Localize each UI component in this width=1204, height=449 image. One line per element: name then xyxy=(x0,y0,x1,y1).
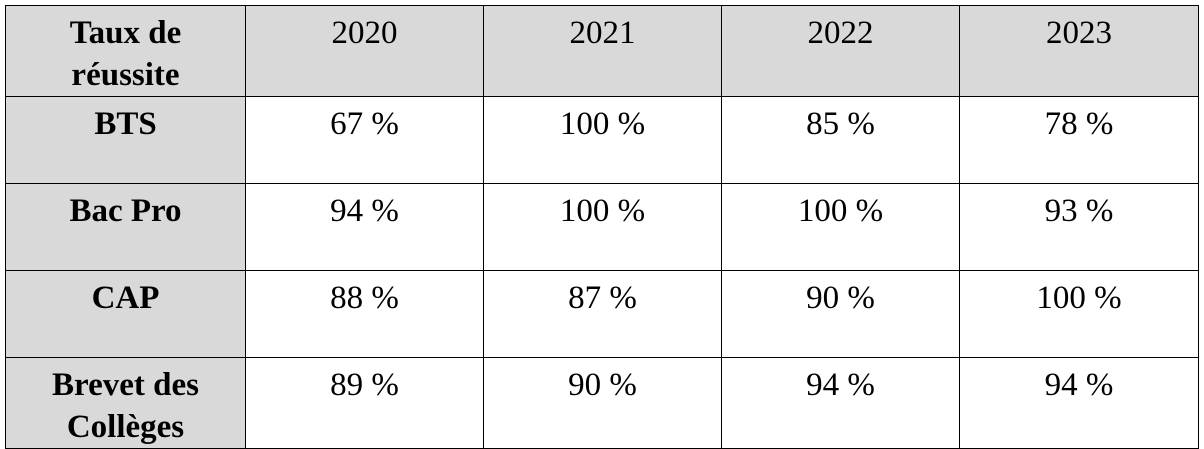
year-header: 2022 xyxy=(721,5,960,97)
rate-cell: 100 % xyxy=(483,96,722,184)
data-row: Bac Pro 94 % 100 % 100 % 93 % xyxy=(5,183,1199,271)
rate-cell: 90 % xyxy=(483,357,722,449)
row-header: Bac Pro xyxy=(5,183,246,271)
rate-cell: 87 % xyxy=(483,270,722,358)
row-header: Brevet des Collèges xyxy=(5,357,246,449)
rate-cell: 100 % xyxy=(959,270,1199,358)
data-row: Brevet des Collèges 89 % 90 % 94 % 94 % xyxy=(5,357,1199,449)
row-header: BTS xyxy=(5,96,246,184)
table-body: Taux de réussite 2020 2021 2022 2023 BTS 67 % 1… xyxy=(5,5,1199,449)
rate-cell: 93 % xyxy=(959,183,1199,271)
year-header: 2021 xyxy=(483,5,722,97)
rate-cell: 78 % xyxy=(959,96,1199,184)
rate-cell: 94 % xyxy=(721,357,960,449)
rate-cell: 94 % xyxy=(245,183,484,271)
corner-cell: Taux de réussite xyxy=(5,5,246,97)
header-row: Taux de réussite 2020 2021 2022 2023 xyxy=(5,5,1199,97)
rate-cell: 94 % xyxy=(959,357,1199,449)
data-row: BTS 67 % 100 % 85 % 78 % xyxy=(5,96,1199,184)
rate-cell: 90 % xyxy=(721,270,960,358)
rate-cell: 88 % xyxy=(245,270,484,358)
year-header: 2020 xyxy=(245,5,484,97)
row-header: CAP xyxy=(5,270,246,358)
data-row: CAP 88 % 87 % 90 % 100 % xyxy=(5,270,1199,358)
results-table: Taux de réussite 2020 2021 2022 2023 BTS 67 % 1… xyxy=(5,5,1199,449)
rate-cell: 100 % xyxy=(721,183,960,271)
rate-cell: 85 % xyxy=(721,96,960,184)
rate-cell: 89 % xyxy=(245,357,484,449)
year-header: 2023 xyxy=(959,5,1199,97)
rate-cell: 67 % xyxy=(245,96,484,184)
rate-cell: 100 % xyxy=(483,183,722,271)
